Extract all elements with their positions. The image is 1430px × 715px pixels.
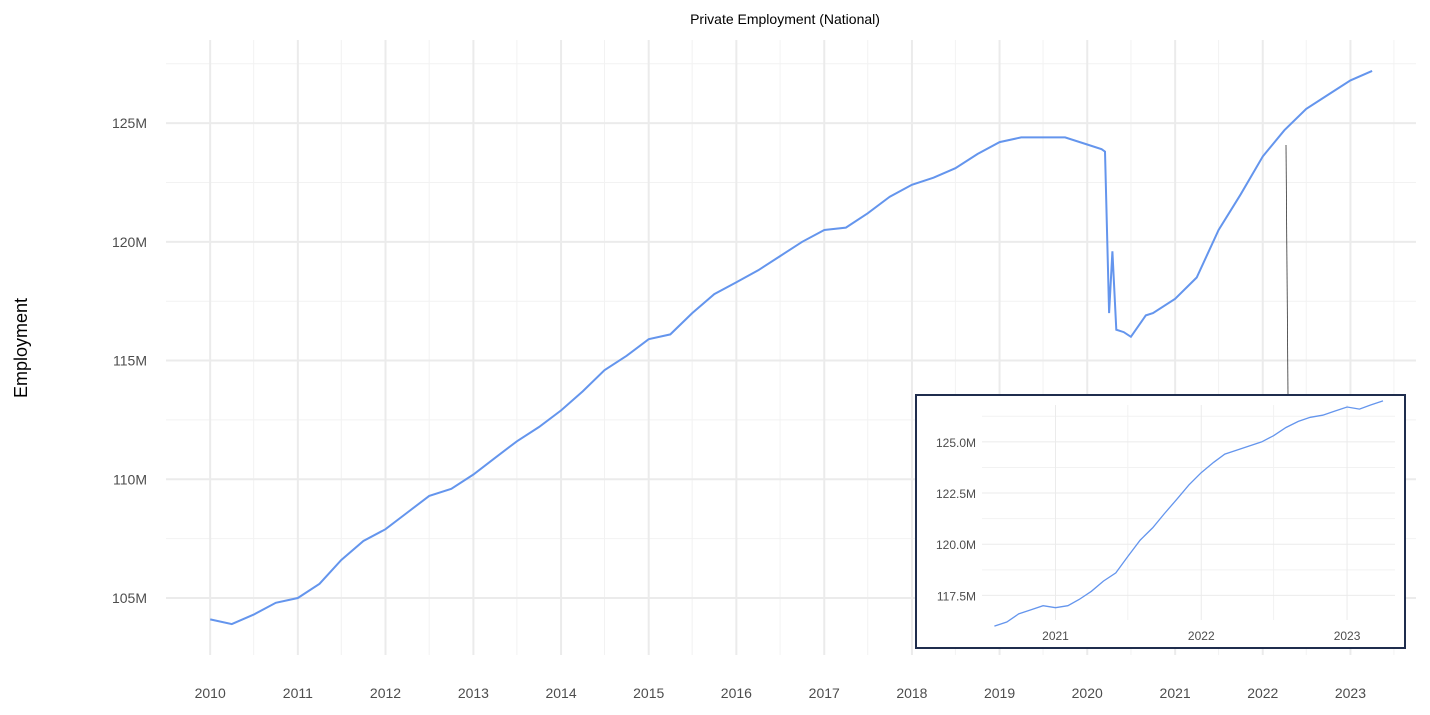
inset-tick-labels: 2021 2022 2023 117.5M 120.0M 122.5M 125.0M (936, 436, 1361, 643)
y-tick-label: 115M (113, 353, 147, 369)
x-tick-label: 2011 (283, 685, 313, 701)
x-tick-label: 2012 (370, 685, 401, 701)
y-tick-label: 120.0M (936, 538, 976, 552)
zoom-connector-line (1285, 144, 1289, 396)
inset-gridlines (982, 405, 1395, 620)
x-tick-label: 2016 (721, 685, 752, 701)
x-tick-label: 2017 (809, 685, 840, 701)
main-tick-labels: 2010 2011 2012 2013 2014 2015 2016 2017 2018 2019… (112, 115, 1366, 701)
x-tick-label: 2022 (1188, 629, 1215, 643)
x-tick-label: 2015 (633, 685, 664, 701)
x-tick-label: 2019 (984, 685, 1015, 701)
inset-series-line (994, 400, 1384, 627)
x-tick-label: 2013 (458, 685, 489, 701)
y-tick-label: 122.5M (936, 487, 976, 501)
y-tick-label: 117.5M (937, 589, 976, 603)
x-tick-label: 2018 (896, 685, 927, 701)
y-axis-label: Employment (11, 298, 31, 398)
y-tick-label: 105M (112, 590, 147, 606)
x-tick-label: 2023 (1335, 685, 1366, 701)
chart-title: Private Employment (National) (690, 11, 880, 27)
x-tick-label: 2023 (1334, 629, 1361, 643)
x-tick-label: 2021 (1160, 685, 1191, 701)
x-tick-label: 2010 (195, 685, 226, 701)
x-tick-label: 2022 (1247, 685, 1278, 701)
x-tick-label: 2020 (1072, 685, 1103, 701)
inset-frame (915, 394, 1406, 649)
main-series-line (209, 69, 1373, 626)
y-tick-label: 125.0M (936, 436, 976, 450)
y-tick-label: 110M (113, 471, 147, 487)
x-tick-label: 2014 (545, 685, 576, 701)
y-tick-label: 125M (112, 115, 147, 131)
y-tick-label: 120M (112, 234, 147, 250)
x-tick-label: 2021 (1042, 629, 1069, 643)
inset-chart: 2021 2022 2023 117.5M 120.0M 122.5M 125.0M (915, 394, 1406, 649)
